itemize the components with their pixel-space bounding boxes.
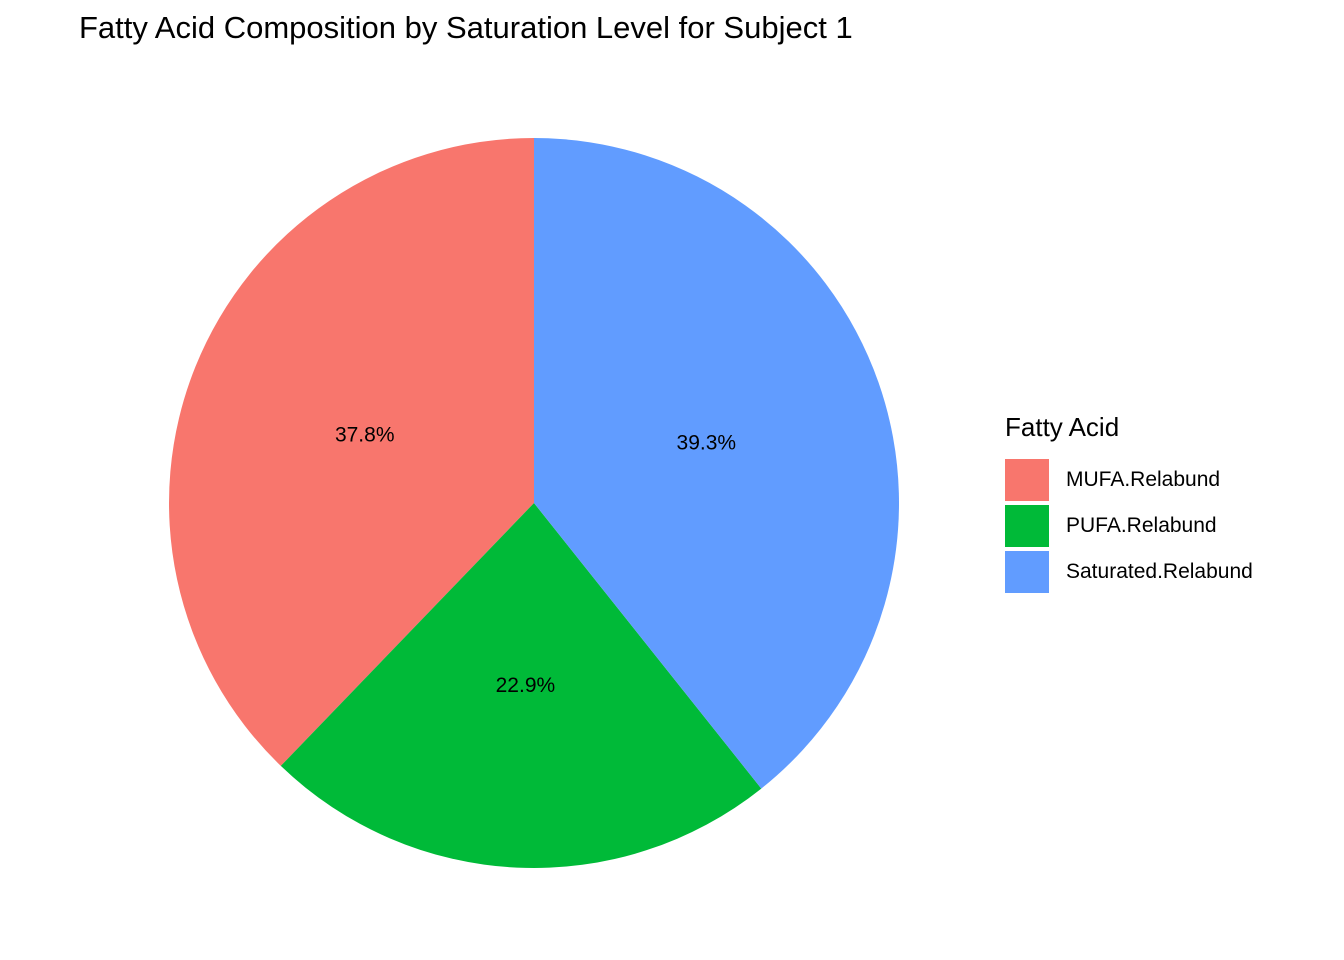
slice-label: 39.3% (677, 431, 737, 454)
legend-swatch (1005, 551, 1049, 593)
legend-label: PUFA.Relabund (1066, 514, 1217, 537)
slice-label: 37.8% (335, 423, 395, 446)
legend-label: MUFA.Relabund (1066, 468, 1221, 491)
pie-slice-saturated-relabund (534, 138, 899, 789)
legend: Fatty Acid MUFA.Relabund PUFA.Relabund Sat… (1005, 412, 1253, 595)
legend-title: Fatty Acid (1005, 412, 1120, 442)
legend-items: MUFA.Relabund PUFA.Relabund Saturated.Rela… (1005, 457, 1253, 595)
legend-item: PUFA.Relabund (1005, 503, 1253, 549)
pie-slice-mufa-relabund (169, 138, 534, 766)
legend-item: MUFA.Relabund (1005, 457, 1253, 503)
legend-swatch (1005, 459, 1049, 501)
pie-slice-pufa-relabund (280, 503, 762, 868)
legend-label: Saturated.Relabund (1066, 560, 1253, 583)
legend-item: Saturated.Relabund (1005, 549, 1253, 595)
chart-title: Fatty Acid Composition by Saturation Lev… (79, 10, 853, 45)
slice-label: 22.9% (496, 674, 556, 697)
legend-swatch (1005, 505, 1049, 547)
